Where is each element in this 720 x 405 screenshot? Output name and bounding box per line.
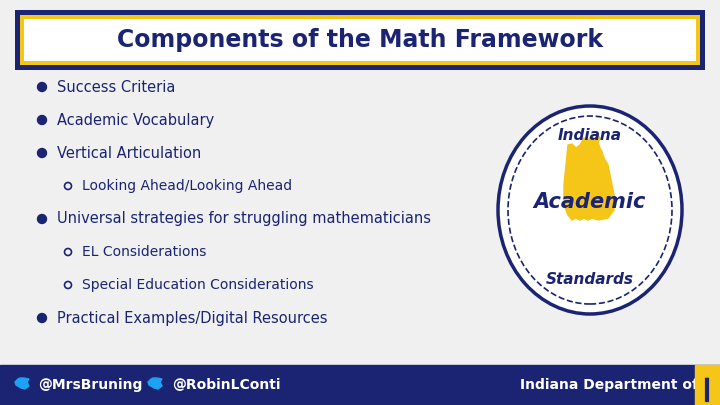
Text: Looking Ahead/Looking Ahead: Looking Ahead/Looking Ahead (82, 179, 292, 193)
Circle shape (37, 115, 47, 124)
Text: @MrsBruning: @MrsBruning (38, 378, 143, 392)
Text: Academic: Academic (534, 192, 646, 212)
Text: Indiana: Indiana (558, 128, 622, 143)
Polygon shape (15, 378, 29, 389)
Circle shape (37, 313, 47, 322)
FancyBboxPatch shape (20, 15, 700, 65)
Text: Academic Vocabulary: Academic Vocabulary (57, 113, 215, 128)
Circle shape (37, 83, 47, 92)
Bar (0, 365, 720, 405)
FancyBboxPatch shape (15, 10, 705, 70)
Polygon shape (564, 135, 614, 220)
Text: EL Considerations: EL Considerations (82, 245, 207, 259)
Text: Practical Examples/Digital Resources: Practical Examples/Digital Resources (57, 311, 328, 326)
Polygon shape (703, 367, 711, 377)
Text: Universal strategies for struggling mathematicians: Universal strategies for struggling math… (57, 211, 431, 226)
Text: Success Criteria: Success Criteria (57, 79, 176, 94)
FancyBboxPatch shape (24, 19, 696, 61)
Text: Components of the Math Framework: Components of the Math Framework (117, 28, 603, 52)
Text: Indiana Department of Education: Indiana Department of Education (520, 378, 720, 392)
Circle shape (37, 149, 47, 158)
Text: Vertical Articulation: Vertical Articulation (57, 145, 202, 160)
Ellipse shape (498, 106, 682, 314)
Circle shape (37, 215, 47, 224)
Text: Special Education Considerations: Special Education Considerations (82, 278, 314, 292)
Text: Standards: Standards (546, 273, 634, 288)
Text: @RobinLConti: @RobinLConti (172, 378, 281, 392)
Polygon shape (148, 378, 162, 389)
Bar (695, 365, 720, 405)
